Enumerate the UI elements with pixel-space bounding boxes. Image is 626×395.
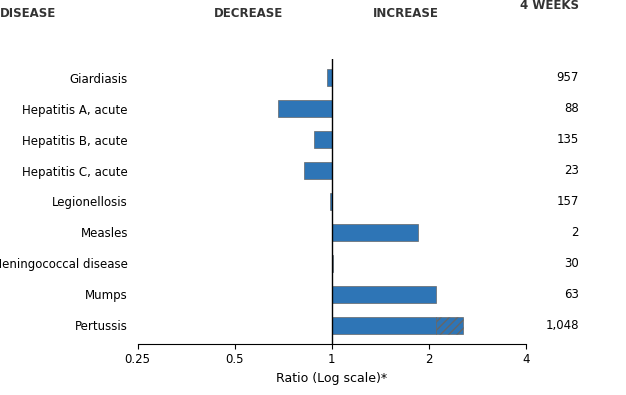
Bar [314,131,332,148]
Bar [304,162,332,179]
Text: 88: 88 [564,102,579,115]
Text: 30: 30 [564,257,579,270]
Text: DISEASE: DISEASE [0,7,56,20]
Bar [332,286,436,303]
Text: INCREASE: INCREASE [373,7,439,20]
Text: 135: 135 [557,133,579,146]
X-axis label: Ratio (Log scale)*: Ratio (Log scale)* [276,372,387,385]
Text: DECREASE: DECREASE [213,7,283,20]
Text: 1,048: 1,048 [545,319,579,331]
Bar [332,317,436,334]
Bar [436,317,463,334]
Bar [327,69,332,86]
Text: 63: 63 [564,288,579,301]
Text: 157: 157 [557,195,579,208]
Bar [278,100,332,117]
Bar [332,255,333,272]
Text: 23: 23 [564,164,579,177]
Bar [332,224,418,241]
Text: 2: 2 [572,226,579,239]
Text: 957: 957 [557,71,579,84]
Text: CASES CURRENT
4 WEEKS: CASES CURRENT 4 WEEKS [470,0,579,12]
Bar [330,193,332,210]
